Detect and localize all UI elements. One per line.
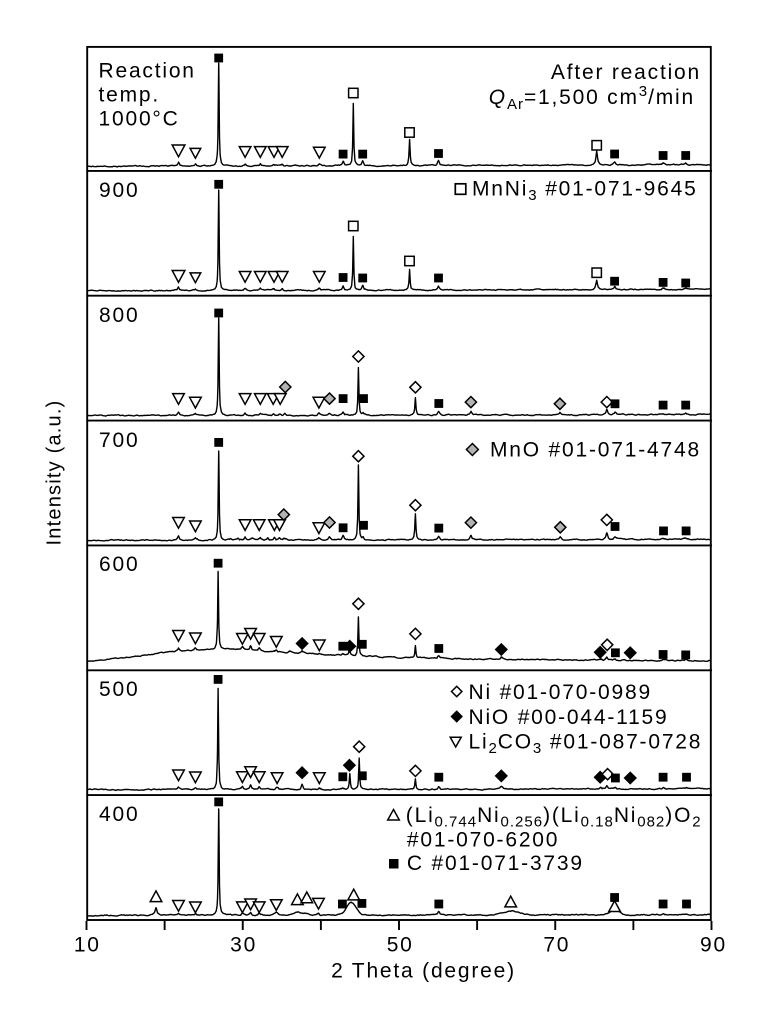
svg-text:900: 900 — [99, 179, 139, 202]
svg-text:500: 500 — [99, 678, 139, 701]
svg-text:600: 600 — [99, 553, 139, 576]
svg-text:30: 30 — [230, 934, 257, 957]
svg-text:(Li0.744Ni0.256)(Li0.18Ni082)O: (Li0.744Ni0.256)(Li0.18Ni082)O2 — [406, 804, 702, 831]
svg-text:2 Theta (degree): 2 Theta (degree) — [331, 960, 516, 983]
svg-text:After reaction: After reaction — [551, 61, 701, 84]
svg-text:MnO #01-071-4748: MnO #01-071-4748 — [490, 439, 701, 462]
svg-text:90: 90 — [700, 934, 727, 957]
svg-text:70: 70 — [543, 934, 570, 957]
svg-text:#01-070-6200: #01-070-6200 — [407, 829, 559, 852]
svg-text:50: 50 — [387, 934, 414, 957]
svg-text:Li2CO3 #01-087-0728: Li2CO3 #01-087-0728 — [469, 731, 703, 758]
svg-text:Reaction: Reaction — [99, 60, 196, 83]
svg-text:800: 800 — [99, 304, 139, 327]
svg-text:MnNi3 #01-071-9645: MnNi3 #01-071-9645 — [472, 178, 698, 205]
svg-text:700: 700 — [99, 429, 139, 452]
svg-text:NiO #00-044-1159: NiO #00-044-1159 — [469, 706, 669, 729]
svg-text:400: 400 — [99, 803, 139, 826]
svg-text:C #01-071-3739: C #01-071-3739 — [407, 852, 584, 875]
svg-text:QAr=1,500 cm3/min: QAr=1,500 cm3/min — [489, 83, 695, 113]
svg-text:10: 10 — [74, 934, 101, 957]
svg-text:1000°C: 1000°C — [99, 108, 180, 131]
svg-text:Intensity (a.u.): Intensity (a.u.) — [44, 400, 66, 546]
svg-text:temp.: temp. — [99, 84, 161, 107]
svg-text:Ni #01-070-0989: Ni #01-070-0989 — [469, 681, 652, 704]
